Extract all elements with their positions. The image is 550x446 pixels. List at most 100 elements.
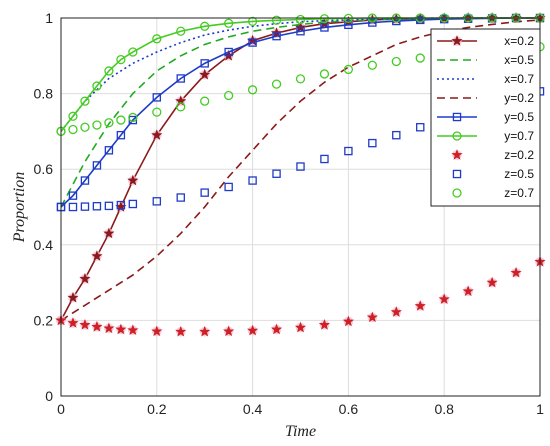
data-point (151, 129, 163, 140)
data-point (116, 200, 126, 210)
legend-marker (452, 112, 462, 122)
legend-entry: y=0.5 (504, 110, 534, 124)
legend-marker (452, 169, 462, 179)
data-point (224, 90, 234, 101)
data-point (224, 47, 233, 57)
data-point (151, 325, 163, 337)
data-point (246, 324, 259, 336)
data-point (320, 23, 329, 32)
data-point (68, 202, 78, 212)
data-point (319, 14, 330, 24)
data-point (295, 74, 306, 84)
data-point (127, 174, 139, 186)
data-point (414, 300, 426, 311)
data-point (296, 162, 305, 171)
y-tick-label: 0.6 (34, 161, 54, 177)
data-point (80, 176, 90, 185)
data-point (200, 59, 209, 68)
data-point (248, 176, 257, 185)
data-point (79, 272, 91, 284)
data-point (127, 324, 139, 336)
data-point (224, 18, 234, 28)
data-point (199, 68, 211, 80)
data-point (104, 201, 114, 211)
data-point (176, 74, 185, 83)
data-point (391, 56, 401, 67)
data-point (104, 146, 114, 155)
y-tick-label: 1 (45, 10, 53, 26)
series-y=0.2 (60, 19, 541, 322)
data-point (80, 202, 90, 211)
data-point (415, 53, 425, 63)
data-point (80, 96, 90, 106)
data-point (272, 169, 281, 178)
legend-entry: x=0.7 (504, 72, 534, 86)
data-point (128, 112, 138, 123)
x-axis-label: Time (285, 423, 316, 440)
data-point (115, 323, 127, 335)
data-point (200, 21, 210, 31)
data-point (390, 306, 402, 317)
data-point (67, 317, 79, 328)
legend-entry: y=0.7 (504, 129, 534, 143)
data-point (271, 15, 282, 25)
y-axis-label: Proportion (11, 172, 28, 244)
data-point (295, 14, 306, 25)
legend-entry: z=0.2 (504, 148, 534, 162)
data-point (80, 122, 90, 132)
data-point (294, 321, 307, 333)
series-line (60, 19, 541, 322)
y-tick-label: 0.4 (34, 237, 54, 253)
legend-entry: x=0.5 (504, 53, 534, 67)
x-tick-label: 0.2 (147, 401, 167, 417)
legend-entry: x=0.2 (504, 34, 534, 48)
data-point (320, 154, 329, 164)
data-point (128, 199, 138, 209)
plot-frame (60, 17, 541, 397)
data-point (486, 276, 498, 288)
y-tick-label: 0.8 (34, 86, 54, 102)
data-point (152, 34, 162, 44)
data-point (92, 120, 102, 130)
legend-entry: z=0.7 (504, 186, 534, 200)
data-point (128, 47, 138, 57)
data-point (368, 18, 377, 27)
legend-marker (451, 149, 463, 160)
data-point (224, 182, 233, 192)
x-tick-label: 0.8 (434, 401, 454, 417)
data-point (91, 250, 103, 261)
data-point (344, 146, 353, 156)
data-point (116, 54, 126, 65)
data-point (92, 81, 102, 91)
data-point (223, 325, 235, 337)
data-point (416, 123, 425, 132)
data-point (116, 115, 126, 125)
data-point (344, 20, 353, 30)
data-point (103, 227, 115, 239)
data-point (152, 93, 162, 102)
tick-labels: 0 0.2 0.4 0.6 0.8 1 0 0.2 0.4 0.6 0.8 1 (34, 10, 545, 417)
data-point (319, 69, 330, 79)
legend-marker (452, 131, 462, 141)
data-point (152, 197, 162, 206)
x-tick-label: 0.6 (339, 401, 359, 417)
data-point (248, 38, 257, 47)
y-tick-label: 0.2 (34, 312, 54, 328)
data-point (318, 319, 331, 330)
data-point (272, 31, 281, 41)
data-point (342, 315, 355, 327)
data-point (247, 85, 258, 95)
data-point (176, 193, 185, 202)
data-point (91, 320, 103, 332)
legend-entry: z=0.5 (504, 167, 534, 181)
x-tick-label: 1 (536, 401, 544, 417)
data-point (270, 323, 283, 335)
legend: x=0.2 x=0.5 x=0.7 y=0.2 y=0.5 y=0.7 z=0.2 z=0.5… (430, 28, 541, 207)
data-point (176, 102, 186, 112)
data-point (367, 60, 377, 70)
data-point (343, 64, 354, 75)
data-point (200, 96, 210, 106)
data-point (103, 322, 115, 334)
data-point (200, 188, 209, 197)
